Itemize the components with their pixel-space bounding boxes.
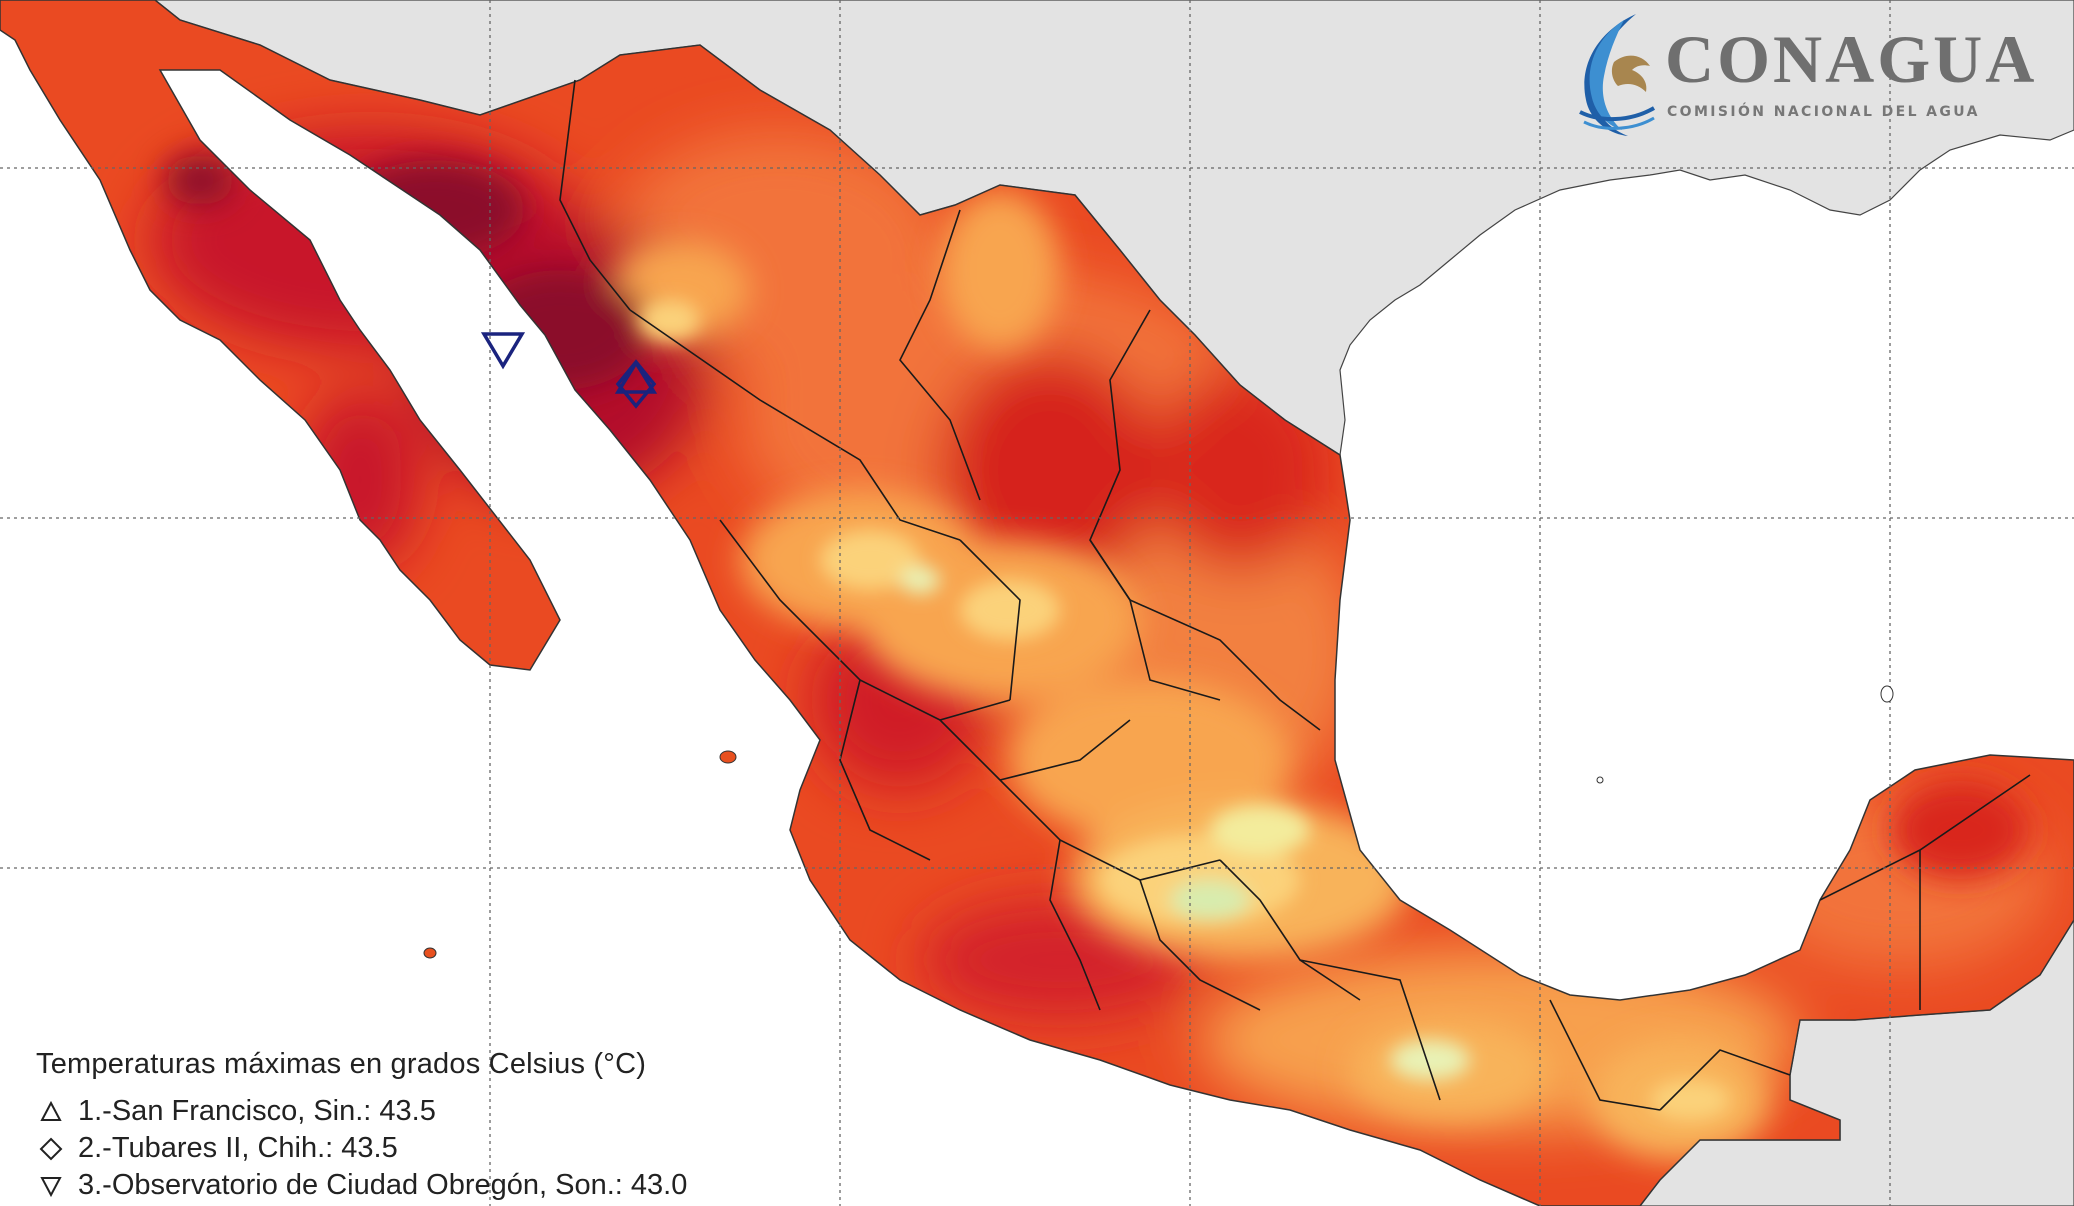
triangle-up-icon (40, 1100, 62, 1121)
legend-title: Temperaturas máximas en grados Celsius (… (36, 1048, 647, 1080)
conagua-emblem-icon (1579, 14, 1656, 136)
legend-station-1: 1.-San Francisco, Sin.: 43.5 (36, 1093, 687, 1130)
triangle-down-icon (40, 1176, 62, 1197)
legend-station-3-label: 3.-Observatorio de Ciudad Obregón, Son.:… (78, 1169, 688, 1201)
legend-station-1-label: 1.-San Francisco, Sin.: 43.5 (78, 1095, 436, 1127)
station-1-marker (614, 359, 658, 394)
legend-station-2-label: 2.-Tubares II, Chih.: 43.5 (78, 1132, 398, 1164)
diamond-icon (39, 1137, 63, 1160)
islands (423, 685, 1894, 959)
state-boundaries (559, 79, 2031, 1111)
station-3-marker (480, 332, 526, 370)
conagua-wordmark: CONAGUA (1665, 21, 2038, 97)
legend: Temperaturas máximas en grados Celsius (… (36, 1048, 687, 1204)
station-2-marker (615, 359, 657, 409)
station-markers (480, 332, 658, 409)
conagua-logo: CONAGUA COMISIÓN NACIONAL DEL AGUA (1550, 8, 2050, 140)
legend-station-2: 2.-Tubares II, Chih.: 43.5 (36, 1130, 687, 1167)
legend-station-3: 3.-Observatorio de Ciudad Obregón, Son.:… (36, 1167, 687, 1204)
conagua-subtitle: COMISIÓN NACIONAL DEL AGUA (1667, 104, 1980, 120)
